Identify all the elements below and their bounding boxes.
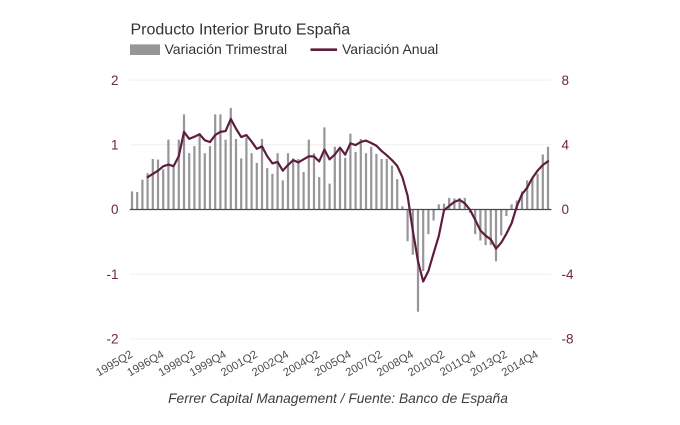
svg-text:-4: -4: [562, 267, 574, 282]
svg-text:2: 2: [111, 73, 119, 88]
svg-text:1: 1: [111, 138, 119, 153]
svg-text:Ferrer Capital Management / Fu: Ferrer Capital Management / Fuente: Banc…: [168, 391, 508, 406]
svg-text:4: 4: [562, 138, 570, 153]
svg-text:-8: -8: [562, 332, 574, 347]
svg-text:0: 0: [111, 202, 119, 217]
svg-text:Producto Interior Bruto España: Producto Interior Bruto España: [131, 22, 351, 39]
svg-text:Variación Trimestral: Variación Trimestral: [165, 41, 288, 57]
svg-text:8: 8: [562, 73, 570, 88]
svg-text:-1: -1: [106, 267, 118, 282]
svg-text:-2: -2: [106, 332, 118, 347]
svg-text:Variación Anual: Variación Anual: [342, 41, 438, 57]
svg-text:0: 0: [562, 202, 570, 217]
